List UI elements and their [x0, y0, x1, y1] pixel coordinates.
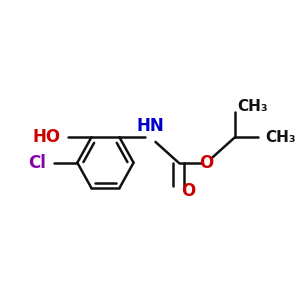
Text: CH₃: CH₃ [266, 130, 296, 145]
Text: O: O [200, 154, 214, 172]
Text: Cl: Cl [28, 154, 46, 172]
Text: O: O [182, 182, 196, 200]
Text: CH₃: CH₃ [238, 99, 268, 114]
Text: HO: HO [32, 128, 60, 146]
Text: HN: HN [136, 116, 164, 134]
